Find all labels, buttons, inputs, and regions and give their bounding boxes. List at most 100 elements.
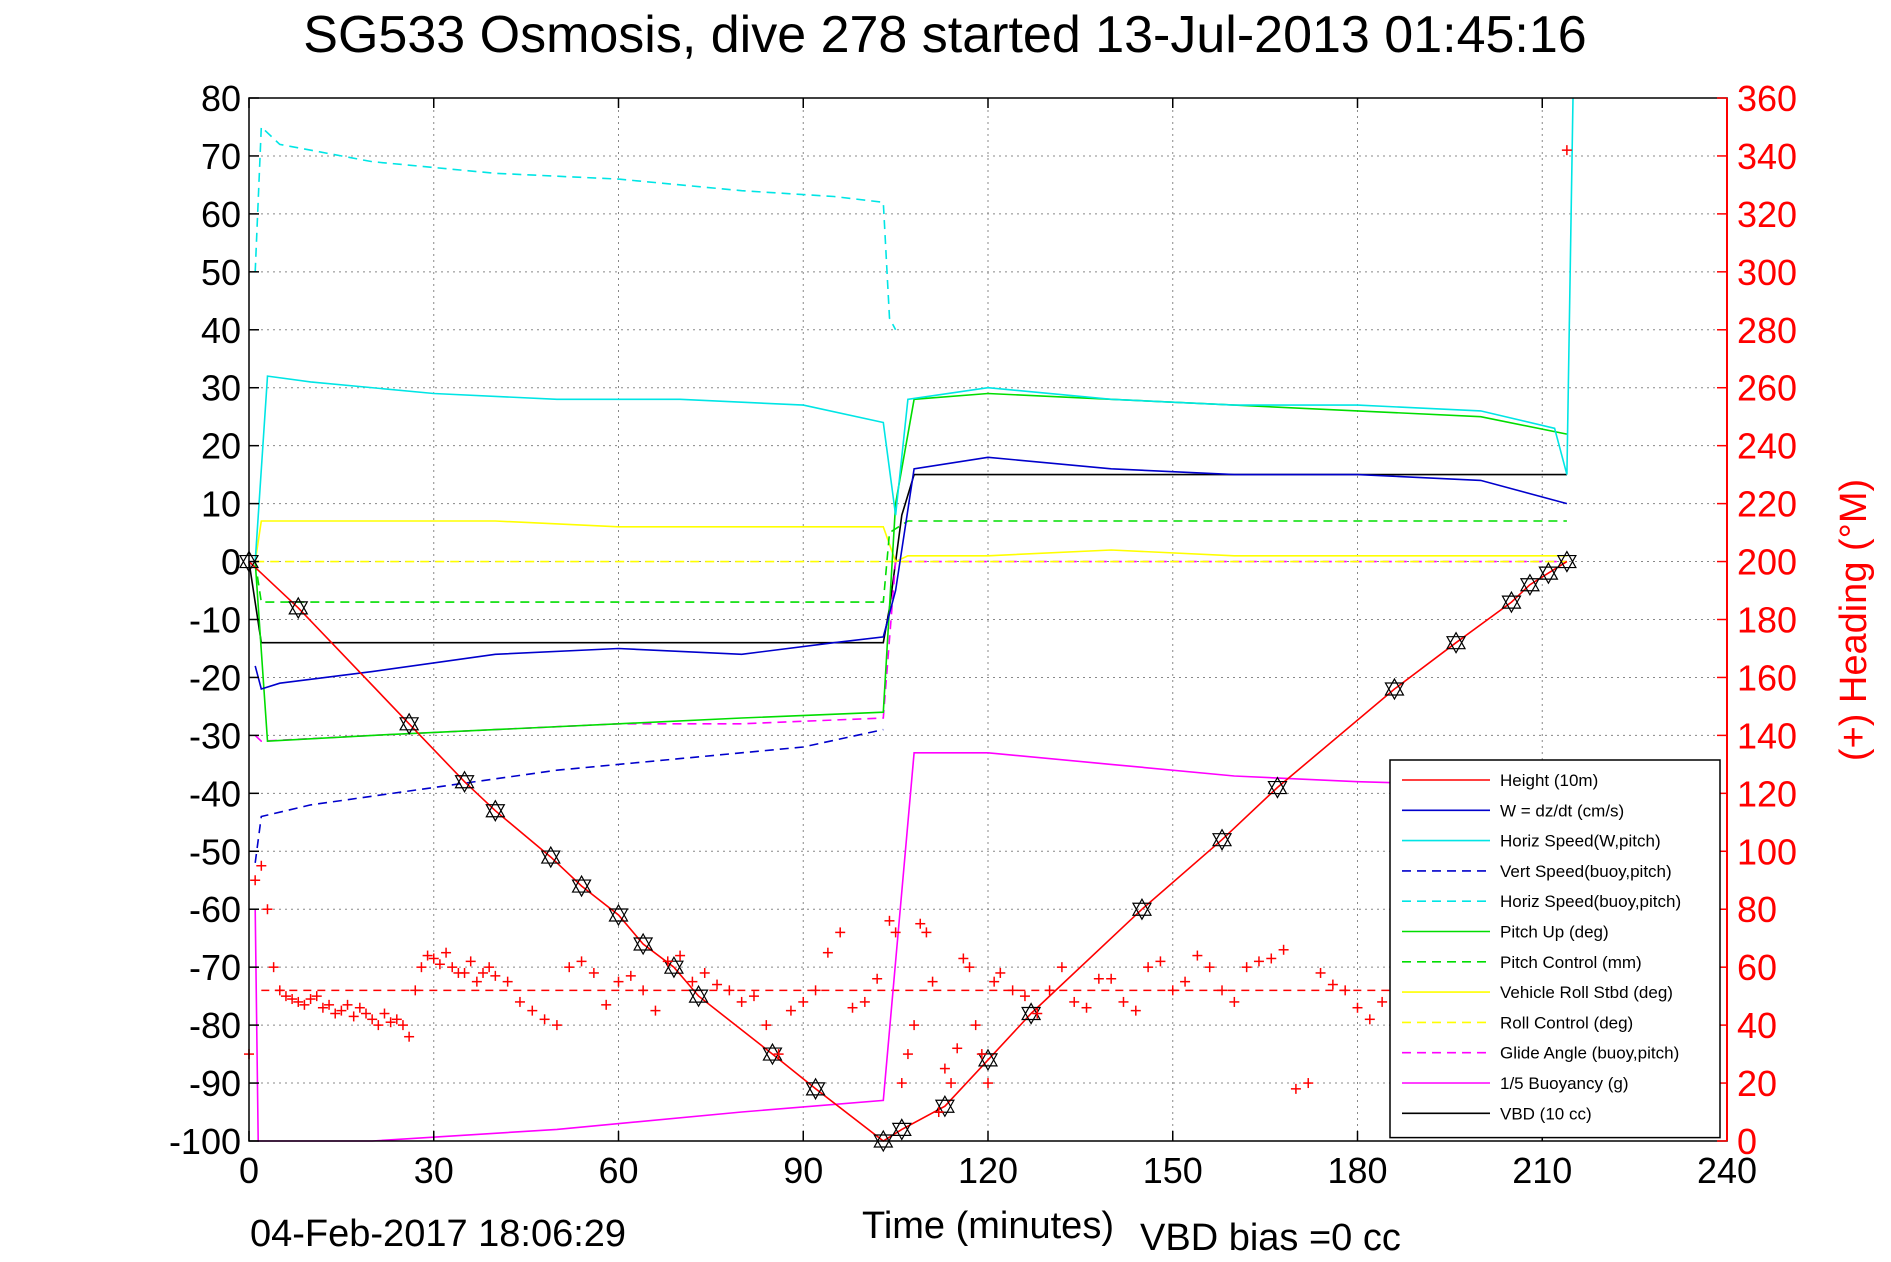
heading-point: [952, 1043, 963, 1054]
height-marker: [1446, 631, 1467, 654]
heading-point: [459, 967, 470, 978]
series-line-horiz-speed-buoy-pitch-: [254, 125, 897, 331]
heading-point: [890, 927, 901, 938]
marker-triangle-up: [1131, 897, 1152, 916]
series-line-horiz-speed-w-pitch-: [254, 97, 1574, 562]
marker-triangle-up: [485, 799, 506, 818]
marker-triangle-up: [1021, 1002, 1042, 1021]
legend-label: Roll Control (deg): [1500, 1013, 1633, 1032]
heading-point: [311, 991, 322, 1002]
heading-point: [1204, 962, 1215, 973]
heading-point: [650, 1005, 661, 1016]
marker-triangle-up: [399, 712, 420, 731]
heading-point: [638, 985, 649, 996]
y-tick-label-left: -40: [189, 773, 241, 814]
x-tick-label: 0: [239, 1150, 259, 1191]
legend-label: 1/5 Buoyancy (g): [1500, 1074, 1629, 1093]
heading-point: [835, 927, 846, 938]
heading-point: [514, 996, 525, 1007]
heading-point: [397, 1020, 408, 1031]
marker-triangle-down: [891, 1122, 912, 1141]
heading-point: [478, 967, 489, 978]
heading-point: [896, 1078, 907, 1089]
height-marker: [1556, 550, 1577, 573]
marker-triangle-down: [1384, 682, 1405, 701]
legend-label: Horiz Speed(W,pitch): [1500, 832, 1661, 851]
heading-point: [1340, 985, 1351, 996]
legend: Height (10m) W = dz/dt (cm/s) Horiz Speed(…: [1389, 759, 1721, 1139]
heading-point: [287, 994, 298, 1005]
heading-point: [915, 918, 926, 929]
marker-triangle-down: [608, 908, 629, 927]
y-tick-label-right: 120: [1737, 773, 1797, 814]
height-marker: [1501, 590, 1522, 614]
height-marker: [1131, 897, 1152, 921]
heading-point: [970, 1020, 981, 1031]
heading-point: [958, 953, 969, 964]
heading-point: [761, 1020, 772, 1031]
series-line-vehicle-roll-stbd-deg-: [254, 520, 1567, 563]
y-tick-label-left: 50: [201, 252, 241, 293]
x-tick-label: 60: [598, 1150, 638, 1191]
y-tick-label-right: 260: [1737, 368, 1797, 409]
heading-point: [1352, 1002, 1363, 1013]
heading-point: [773, 1049, 784, 1060]
y-tick-label-right: 80: [1737, 889, 1777, 930]
heading-point: [527, 1005, 538, 1016]
x-tick-label: 150: [1143, 1150, 1203, 1191]
y-tick-label-right: 220: [1737, 484, 1797, 525]
heading-point: [391, 1014, 402, 1025]
x-tick-label: 30: [414, 1150, 454, 1191]
heading-point: [1315, 967, 1326, 978]
marker-triangle-up: [571, 874, 592, 893]
height-marker: [399, 712, 420, 736]
y-tick-label-right: 60: [1737, 947, 1777, 988]
marker-triangle-up: [762, 1042, 783, 1061]
heading-point: [613, 976, 624, 987]
series-line-glide-angle-buoy-pitch-: [254, 560, 1567, 743]
x-axis-label: Time (minutes): [862, 1205, 1114, 1247]
heading-point: [601, 999, 612, 1010]
heading-point: [1217, 985, 1228, 996]
heading-point: [588, 967, 599, 978]
marker-triangle-down: [1446, 636, 1467, 654]
heading-point: [1069, 996, 1080, 1007]
marker-triangle-down: [571, 879, 592, 898]
x-tick-label: 240: [1697, 1150, 1757, 1191]
height-marker: [1021, 1002, 1042, 1025]
heading-point: [625, 970, 636, 981]
y-tick-label-right: 40: [1737, 1005, 1777, 1046]
marker-triangle-down: [399, 717, 420, 736]
heading-point: [268, 962, 279, 973]
marker-triangle-down: [454, 775, 475, 793]
heading-point: [299, 999, 310, 1010]
y-tick-label-left: 80: [201, 78, 241, 119]
heading-point: [1093, 973, 1104, 984]
heading-point: [921, 927, 932, 938]
marker-triangle-up: [608, 903, 629, 922]
height-marker: [891, 1118, 912, 1141]
marker-triangle-down: [633, 937, 654, 956]
heading-point: [373, 1020, 384, 1031]
series-line-pitch-up-deg-: [254, 392, 1568, 743]
y-tick-label-right: 180: [1737, 600, 1797, 641]
heading-point: [1303, 1078, 1314, 1089]
y-tick-label-right: 100: [1737, 831, 1797, 872]
y-tick-label-left: -100: [169, 1121, 241, 1162]
heading-point: [280, 991, 291, 1002]
heading-point: [983, 1078, 993, 1089]
heading-point: [902, 1049, 913, 1060]
marker-triangle-down: [663, 960, 684, 979]
marker-triangle-down: [1021, 1006, 1042, 1025]
legend-label: Horiz Speed(buoy,pitch): [1500, 892, 1681, 911]
height-marker: [805, 1077, 826, 1101]
heading-point: [539, 1014, 550, 1025]
heading-point: [1241, 962, 1252, 973]
height-marker: [1267, 776, 1288, 799]
legend-label: Vehicle Roll Stbd (deg): [1500, 983, 1673, 1002]
heading-point: [859, 996, 870, 1007]
marker-triangle-up: [633, 932, 654, 951]
heading-point: [675, 950, 686, 961]
y-tick-label-left: 40: [201, 310, 241, 351]
series-line-vert-speed-buoy-pitch-: [254, 728, 884, 864]
